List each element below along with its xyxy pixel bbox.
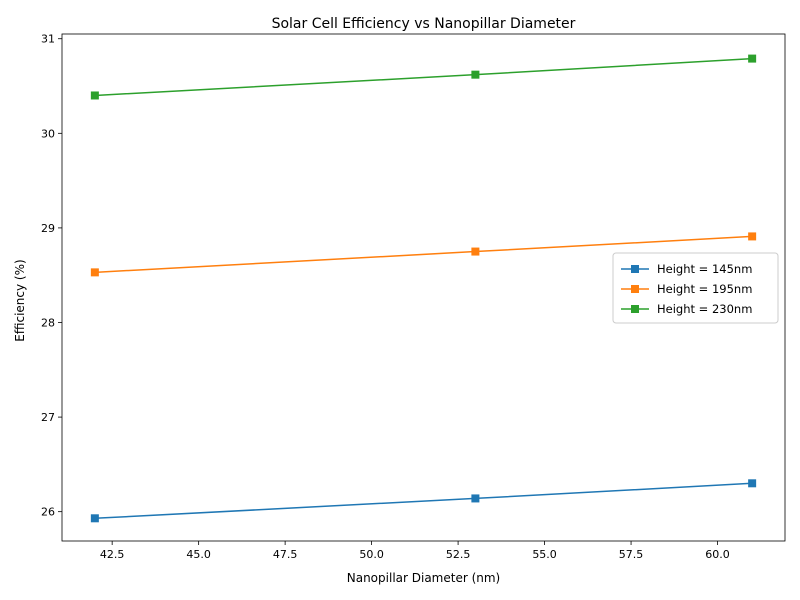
- x-tick-label: 55.0: [532, 548, 557, 561]
- x-tick-label: 52.5: [446, 548, 471, 561]
- y-tick-label: 26: [41, 506, 55, 519]
- x-tick-label: 47.5: [273, 548, 298, 561]
- x-tick-label: 42.5: [100, 548, 125, 561]
- chart-title: Solar Cell Efficiency vs Nanopillar Diam…: [272, 16, 576, 32]
- series-3-marker-3: [748, 54, 757, 63]
- series-3-marker-1: [90, 91, 99, 100]
- y-tick-label: 29: [41, 222, 55, 235]
- x-tick-label: 60.0: [705, 548, 730, 561]
- legend-marker-1: [631, 265, 639, 273]
- axes-frame: [61, 33, 786, 542]
- y-tick-label: 28: [41, 316, 55, 329]
- series-1-marker-2: [471, 494, 480, 503]
- y-tick-label: 27: [41, 411, 55, 424]
- y-tick-label: 31: [41, 33, 55, 46]
- x-tick-label: 57.5: [619, 548, 644, 561]
- legend-marker-3: [631, 305, 639, 313]
- legend-box: [612, 252, 779, 324]
- series-2-marker-2: [471, 247, 480, 256]
- legend-marker-2: [631, 285, 639, 293]
- series-2-marker-1: [90, 268, 99, 277]
- series-1-marker-1: [90, 514, 99, 523]
- x-tick-label: 50.0: [359, 548, 384, 561]
- legend-label-1: Height = 145nm: [657, 262, 752, 276]
- legend-label-3: Height = 230nm: [657, 302, 752, 316]
- y-tick-label: 30: [41, 127, 55, 140]
- x-tick-label: 45.0: [186, 548, 211, 561]
- series-2-marker-3: [748, 232, 757, 241]
- x-axis-label: Nanopillar Diameter (nm): [347, 571, 501, 585]
- plot-area: 42.5 45.0 47.5 50.0 52.5 55.0 57.5 60.0 26 27 28 29…: [41, 33, 786, 561]
- legend: Height = 145nm Height = 195nm Height = 230…: [612, 252, 779, 324]
- y-axis-label: Efficiency (%): [13, 259, 27, 341]
- legend-label-2: Height = 195nm: [657, 282, 752, 296]
- series-1-marker-3: [748, 479, 757, 488]
- series-3-marker-2: [471, 70, 480, 79]
